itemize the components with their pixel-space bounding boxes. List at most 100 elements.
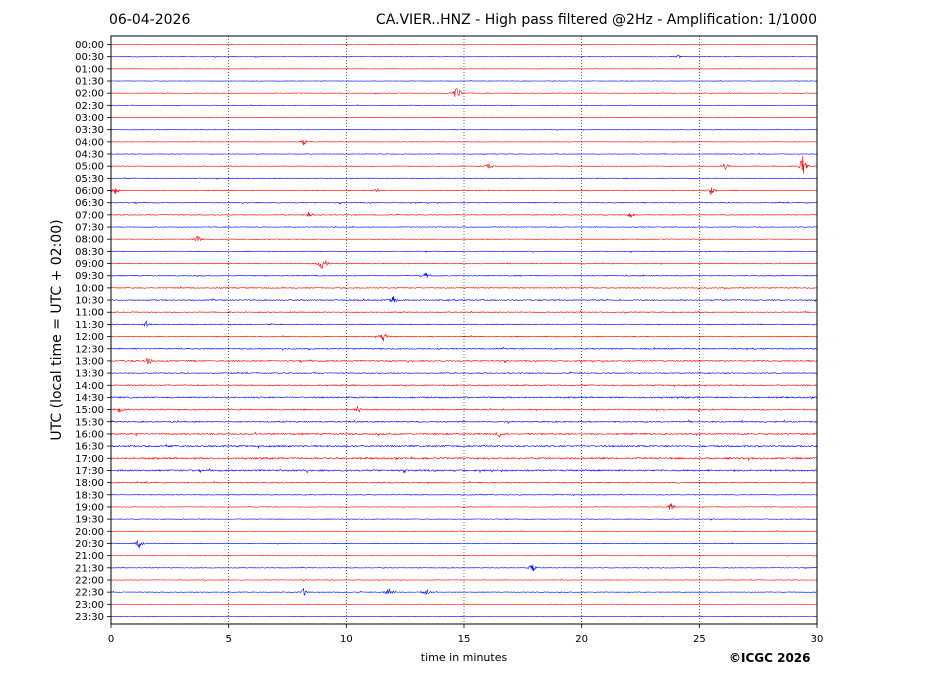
trace-0130 xyxy=(110,80,817,82)
trace-1900 xyxy=(110,503,817,510)
trace-2000 xyxy=(110,530,817,533)
y-tick-label: 16:00 xyxy=(75,429,104,440)
trace-0030 xyxy=(110,54,817,59)
trace-1230 xyxy=(110,346,817,351)
y-tick-label: 01:30 xyxy=(75,77,104,88)
y-tick-label: 11:00 xyxy=(75,308,104,319)
chart-date: 06-04-2026 xyxy=(109,12,191,28)
y-tick-label: 22:00 xyxy=(75,575,104,586)
y-tick-label: 02:30 xyxy=(75,101,104,112)
y-tick-label: 14:00 xyxy=(75,381,104,392)
y-tick-label: 09:00 xyxy=(75,259,104,270)
y-tick-label: 18:00 xyxy=(75,478,104,489)
y-tick-label: 13:30 xyxy=(75,369,104,380)
y-tick-label: 06:30 xyxy=(75,198,104,209)
trace-1600 xyxy=(110,431,817,438)
y-tick-label: 17:00 xyxy=(75,454,104,465)
y-tick-label: 14:30 xyxy=(75,393,104,404)
x-axis-label: time in minutes xyxy=(420,651,508,664)
grid-layer xyxy=(228,36,700,624)
trace-2100 xyxy=(110,554,817,557)
trace-0230 xyxy=(110,104,817,107)
y-tick-label: 12:00 xyxy=(75,332,104,343)
trace-0730 xyxy=(110,225,817,228)
trace-0830 xyxy=(110,250,817,253)
trace-0430 xyxy=(110,152,817,156)
y-tick-label: 15:30 xyxy=(75,417,104,428)
trace-1400 xyxy=(110,383,817,388)
x-tick-label: 10 xyxy=(340,634,353,645)
y-tick-label: 10:30 xyxy=(75,296,104,307)
y-tick-label: 03:30 xyxy=(75,125,104,136)
y-tick-label: 15:00 xyxy=(75,405,104,416)
x-tick-label: 15 xyxy=(458,634,471,645)
trace-1530 xyxy=(110,419,817,425)
x-tick-label: 5 xyxy=(225,634,231,645)
y-tick-label: 04:30 xyxy=(75,150,104,161)
x-tick-label: 30 xyxy=(811,634,824,645)
trace-0930 xyxy=(110,272,817,278)
y-axis-label: UTC (local time = UTC + 02:00) xyxy=(49,219,65,441)
trace-0600 xyxy=(110,187,817,196)
trace-0200 xyxy=(110,88,817,98)
trace-0530 xyxy=(110,177,817,180)
trace-1700 xyxy=(110,456,817,462)
y-tick-label: 21:00 xyxy=(75,551,104,562)
trace-0500 xyxy=(110,155,817,174)
trace-1000 xyxy=(110,286,817,290)
y-tick-label: 00:00 xyxy=(75,40,104,51)
y-tick-label: 17:30 xyxy=(75,466,104,477)
y-tick-label: 05:00 xyxy=(75,162,104,173)
y-tick-label: 03:00 xyxy=(75,113,104,124)
y-tick-label: 04:00 xyxy=(75,137,104,148)
trace-0630 xyxy=(110,201,817,205)
y-tick-label: 18:30 xyxy=(75,490,104,501)
y-tick-label: 10:00 xyxy=(75,283,104,294)
y-tick-label: 11:30 xyxy=(75,320,104,331)
y-tick-label: 00:30 xyxy=(75,52,104,63)
x-axis-ticks: 0 5 10 15 20 25 30 xyxy=(108,624,824,645)
trace-0700 xyxy=(110,211,817,218)
y-tick-label: 20:30 xyxy=(75,539,104,550)
trace-2300 xyxy=(110,603,817,605)
x-tick-label: 0 xyxy=(108,634,114,645)
y-tick-label: 12:30 xyxy=(75,344,104,355)
trace-1330 xyxy=(110,371,817,375)
y-tick-label: 06:00 xyxy=(75,186,104,197)
trace-0900 xyxy=(110,259,817,270)
trace-0800 xyxy=(110,235,817,242)
chart-title: CA.VIER..HNZ - High pass filtered @2Hz -… xyxy=(375,12,817,28)
y-tick-label: 16:30 xyxy=(75,442,104,453)
trace-1030 xyxy=(110,296,817,303)
y-tick-label: 09:30 xyxy=(75,271,104,282)
trace-layer xyxy=(110,43,817,618)
trace-0100 xyxy=(110,68,817,70)
trace-0400 xyxy=(110,139,817,146)
trace-1500 xyxy=(110,405,817,413)
trace-1630 xyxy=(110,443,817,450)
y-tick-label: 21:30 xyxy=(75,563,104,574)
y-tick-label: 23:30 xyxy=(75,612,104,623)
trace-2130 xyxy=(110,564,817,572)
x-tick-label: 25 xyxy=(693,634,706,645)
y-tick-label: 01:00 xyxy=(75,64,104,75)
y-tick-label: 07:00 xyxy=(75,210,104,221)
y-tick-label: 22:30 xyxy=(75,588,104,599)
trace-1130 xyxy=(110,320,817,328)
y-tick-label: 08:30 xyxy=(75,247,104,258)
trace-2330 xyxy=(110,615,817,618)
trace-1830 xyxy=(110,493,817,497)
y-tick-label: 19:30 xyxy=(75,515,104,526)
trace-2200 xyxy=(110,579,817,582)
trace-0000 xyxy=(110,43,817,46)
trace-1930 xyxy=(110,518,817,521)
y-tick-label: 23:00 xyxy=(75,600,104,611)
trace-2030 xyxy=(110,539,817,549)
trace-1100 xyxy=(110,310,817,315)
y-tick-label: 02:00 xyxy=(75,89,104,100)
trace-1800 xyxy=(110,480,817,485)
trace-0300 xyxy=(110,116,817,119)
y-tick-label: 08:00 xyxy=(75,235,104,246)
